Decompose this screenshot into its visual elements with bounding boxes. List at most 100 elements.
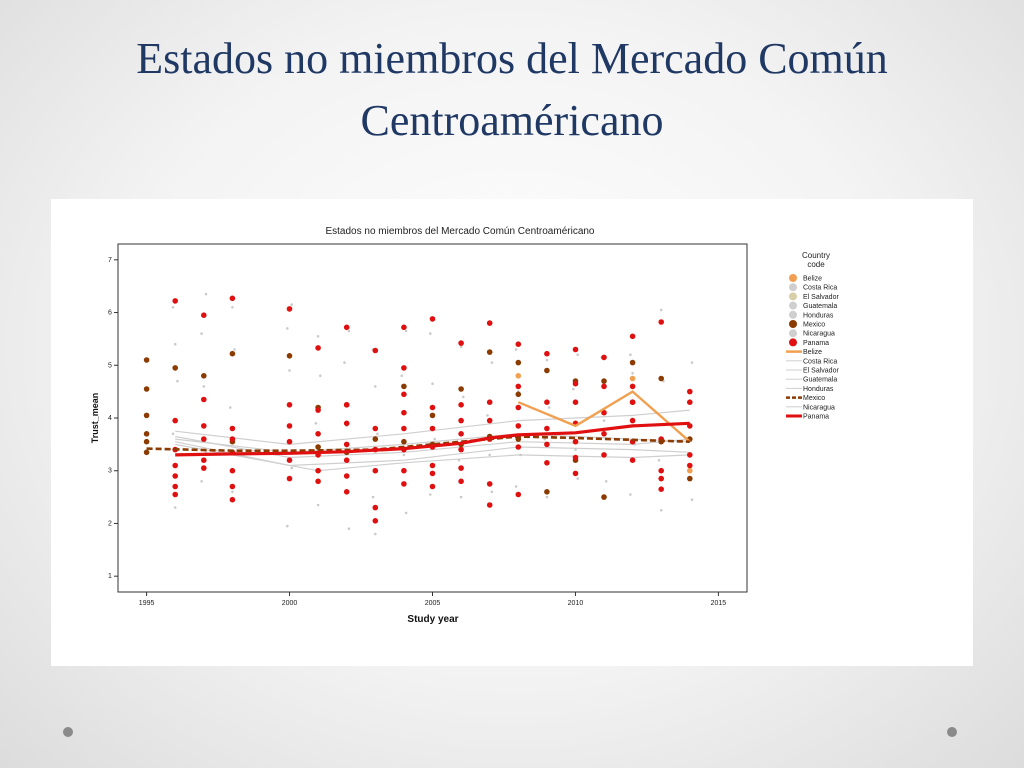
x-tick-label: 2015 [711, 600, 727, 607]
data-point-panama [372, 518, 379, 524]
data-point-panama [429, 462, 436, 469]
data-point-others [514, 485, 518, 488]
decorative-dot-left [63, 727, 73, 737]
data-point-others [347, 527, 351, 530]
data-point-panama [687, 452, 693, 458]
data-point-others [173, 342, 177, 346]
legend-label: Costa Rica [803, 285, 837, 292]
data-point-others [574, 448, 577, 451]
data-point-others [514, 348, 518, 351]
data-point-panama [315, 431, 321, 437]
x-tick-label: 2000 [282, 600, 298, 607]
data-point-mexico [544, 489, 550, 495]
data-point-panama [229, 496, 236, 503]
data-point-panama [601, 409, 607, 416]
trend-line-costa-rica [175, 409, 690, 446]
y-axis-label: Trust_mean [90, 393, 100, 444]
data-point-panama [658, 467, 664, 474]
data-point-others [459, 345, 463, 349]
data-point-panama [229, 295, 236, 302]
data-point-mexico [515, 359, 522, 366]
trend-line-honduras [175, 443, 690, 472]
data-point-panama [458, 417, 464, 424]
data-point-mexico [458, 386, 464, 392]
data-point-mexico [172, 365, 178, 371]
legend-label: Belize [803, 276, 822, 283]
data-point-others [290, 466, 293, 470]
data-point-others [202, 385, 206, 388]
data-point-panama [372, 425, 379, 432]
data-point-others [490, 490, 494, 494]
data-point-panama [544, 460, 550, 466]
data-point-panama [458, 431, 464, 437]
decorative-dot-right [947, 727, 957, 737]
data-point-mexico [229, 350, 236, 357]
data-point-others [572, 387, 575, 391]
data-point-mexico [143, 438, 150, 445]
data-point-panama [687, 388, 693, 395]
data-point-others [228, 406, 232, 409]
data-point-others [462, 395, 465, 399]
data-point-panama [172, 298, 178, 304]
data-point-belize [629, 375, 636, 382]
legend-swatch-point [789, 310, 797, 319]
data-point-belize [687, 467, 693, 474]
data-point-others [288, 369, 291, 372]
data-point-panama [172, 462, 178, 469]
data-point-panama [201, 457, 207, 464]
data-point-belize [515, 373, 522, 379]
data-point-others [316, 335, 320, 338]
data-point-others [371, 495, 375, 499]
data-point-panama [486, 502, 493, 508]
data-point-panama [572, 380, 579, 387]
data-point-panama [601, 354, 607, 361]
data-point-panama [515, 444, 522, 450]
data-point-panama [172, 491, 178, 498]
data-point-others [629, 493, 632, 496]
legend-swatch-point [789, 338, 797, 347]
data-point-others [576, 353, 579, 356]
data-point-panama [286, 306, 293, 312]
data-point-panama [172, 417, 178, 424]
data-point-panama [658, 475, 664, 482]
data-point-others [631, 371, 634, 375]
data-point-mexico [658, 375, 664, 382]
data-point-mexico [201, 373, 207, 379]
trust-chart: Estados no miembros del Mercado Común Ce… [90, 226, 839, 625]
data-point-panama [229, 425, 236, 432]
data-point-panama [372, 467, 379, 474]
legend-label: Honduras [803, 312, 834, 319]
data-point-others [576, 477, 579, 480]
data-point-panama [343, 324, 350, 331]
data-point-panama [458, 478, 464, 485]
data-point-others [374, 385, 377, 388]
legend-title-line2: code [807, 260, 825, 269]
y-tick-label: 3 [108, 468, 112, 475]
data-point-panama [286, 438, 293, 445]
legend-label: Nicaragua [803, 404, 835, 411]
data-point-panama [401, 324, 407, 331]
data-point-others [604, 480, 608, 483]
data-point-panama [515, 404, 522, 411]
data-point-panama [515, 491, 522, 498]
data-point-panama [286, 402, 293, 408]
data-point-panama [572, 454, 579, 461]
data-point-others [171, 432, 175, 436]
legend-label: Panama [803, 340, 829, 347]
data-point-others [404, 511, 408, 515]
legend-label: Nicaragua [803, 331, 835, 338]
data-point-others [659, 509, 663, 512]
data-point-panama [629, 457, 636, 464]
data-point-panama [486, 481, 493, 487]
data-point-others [204, 292, 208, 296]
data-point-others [347, 329, 351, 333]
data-point-panama [229, 436, 236, 442]
legend-label: Mexico [803, 395, 825, 402]
legend-title-line1: Country [802, 251, 830, 260]
data-point-mexico [143, 412, 150, 419]
data-point-others [545, 358, 549, 362]
data-point-others [314, 422, 318, 425]
chart-legend: Country code Belize Costa Rica El Salvador… [786, 251, 839, 421]
data-point-others [171, 306, 175, 309]
data-point-others [231, 490, 234, 494]
